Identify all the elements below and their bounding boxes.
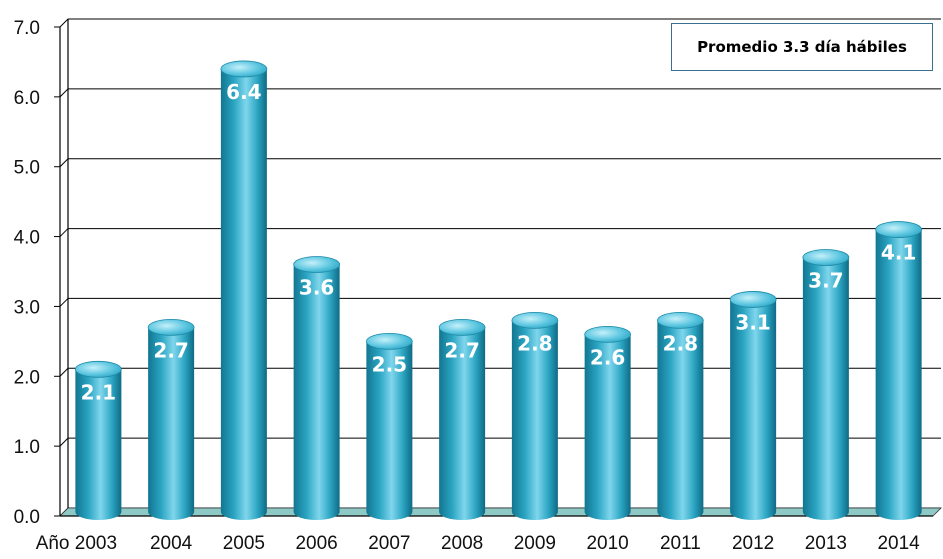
x-tick-label: 2011 [660,533,701,554]
bar-cap [220,60,268,78]
x-tick-label: 2012 [732,533,774,554]
bar: 3.7 [802,249,850,520]
bar: 2.8 [656,311,704,520]
bar-body [730,299,777,520]
bar-body [220,68,267,521]
gridlines [59,18,941,517]
bar-body [148,327,195,520]
gridline-depth [59,158,69,168]
data-label: 2.6 [590,345,625,369]
bar-body [657,320,704,520]
data-label: 2.5 [372,352,407,376]
x-tick-label: Año 2003 [36,533,117,554]
bar-body [584,334,631,520]
bar-cap [511,311,559,329]
x-tick-label: 2006 [295,533,337,554]
data-label: 2.7 [153,338,188,362]
y-tick-label: 2.0 [14,367,40,388]
x-tick-label: 2004 [150,533,193,554]
bar: 2.7 [147,318,195,520]
bar-body [75,369,122,520]
axes [54,19,933,517]
average-annotation-text: Promedio 3.3 día hábiles [697,38,907,56]
bar-cap [147,318,195,336]
bar: 2.1 [74,360,122,520]
gridline-depth [59,298,69,307]
bar-cap [729,291,777,308]
bar-cap [656,311,704,329]
data-label: 4.1 [881,241,916,265]
bars: 2.1 2.7 6.4 3.6 2.5 2.7 2.8 2.6 2.8 3.1 3.7 4.1 [74,60,923,521]
bar-cap [584,325,632,343]
bar-cap [875,221,923,238]
bar-body [293,264,340,520]
bar: 3.1 [729,291,777,520]
y-tick-label: 3.0 [14,297,40,318]
gridline-depth [59,228,69,237]
bar-cap [293,256,341,273]
x-tick-label: 2007 [368,533,410,554]
y-tick-label: 7.0 [14,18,40,39]
x-tick-label: 2009 [514,533,556,554]
gridline-depth [59,88,69,98]
y-tick-label: 4.0 [14,228,40,249]
bar: 3.6 [293,256,341,520]
data-label: 2.1 [81,380,116,404]
bar-cap [365,332,413,350]
x-axis-tick-labels: Año 2003 2004 2005 2006 2007 2008 2009 2010 2011… [36,533,920,554]
bar-cap [438,318,486,336]
x-tick-label: 2010 [586,533,628,554]
data-label: 2.8 [517,331,552,355]
y-tick-label: 6.0 [14,88,40,109]
bar-body [439,327,486,520]
y-tick-label: 1.0 [14,437,40,458]
data-label: 6.4 [226,80,261,104]
y-tick-label: 5.0 [14,158,40,179]
data-label: 3.6 [299,276,334,300]
data-label: 2.7 [444,338,479,362]
bar: 2.6 [584,325,632,520]
y-axis-tick-labels: 0.0 1.0 2.0 3.0 4.0 5.0 6.0 7.0 [14,18,40,528]
bar-body [802,257,849,520]
bar: 6.4 [220,60,268,521]
data-label: 2.8 [663,331,698,355]
y-tick-label: 0.0 [14,507,40,528]
x-tick-label: 2008 [441,533,483,554]
x-tick-label: 2005 [223,533,265,554]
bar-cap [74,360,122,378]
bar: 2.5 [365,332,413,520]
average-annotation-box: Promedio 3.3 día hábiles [671,23,933,71]
gridline-depth [59,367,69,377]
bar-body [511,320,558,520]
bar-cap [802,249,850,266]
bar: 2.8 [511,311,559,520]
bar: 2.7 [438,318,486,520]
x-tick-label: 2014 [877,533,920,554]
bar: 4.1 [875,221,923,521]
bar-body [366,341,413,520]
gridline-depth [59,437,69,447]
bar-body [875,229,922,521]
x-tick-label: 2013 [805,533,847,554]
data-label: 3.7 [808,269,843,293]
gridline-depth [59,18,69,28]
data-label: 3.1 [735,310,770,334]
